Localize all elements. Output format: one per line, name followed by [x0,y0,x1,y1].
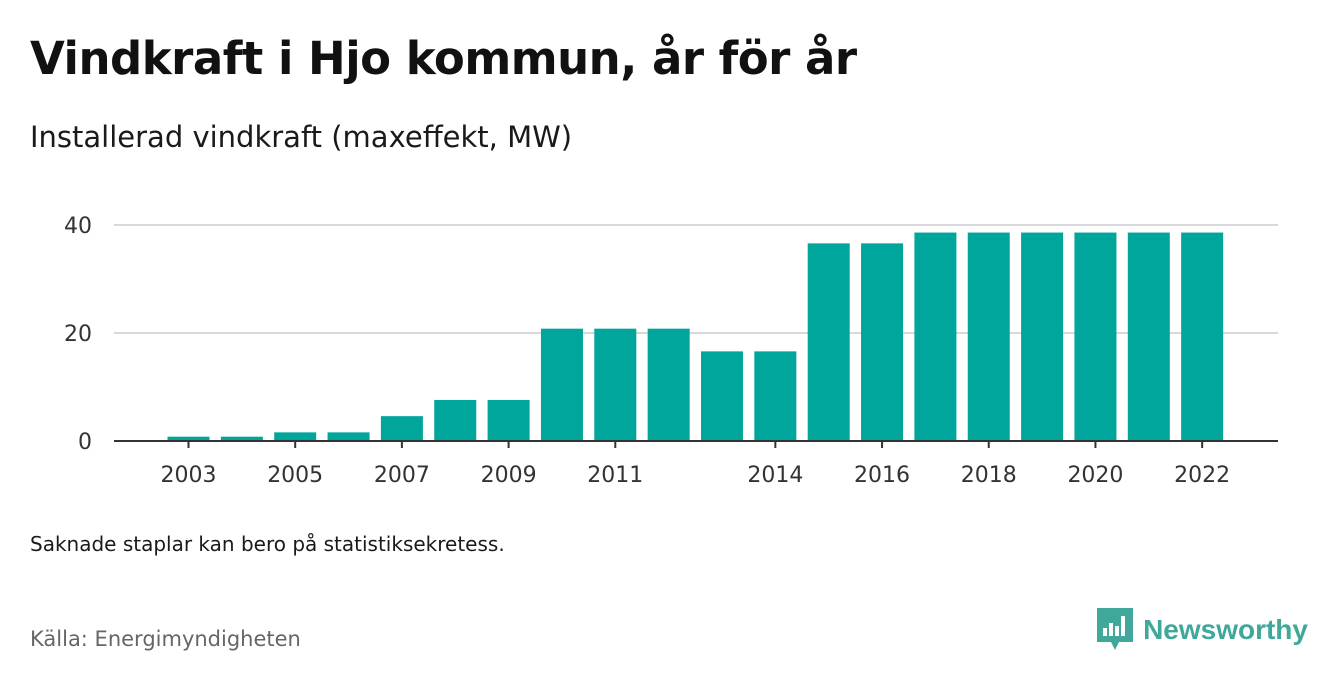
bar-2017 [914,232,957,441]
y-tick-label: 0 [78,430,92,455]
x-tick-label: 2007 [374,463,430,488]
bar-2015 [807,243,850,441]
source-label: Källa: Energimyndigheten [30,627,301,651]
bar-2008 [434,399,477,441]
chart-title: Vindkraft i Hjo kommun, år för år [30,32,857,85]
bar-2012 [647,328,690,441]
bar-2020 [1074,232,1117,441]
x-tick-label: 2016 [854,463,910,488]
bar-2021 [1127,232,1170,441]
x-tick-label: 2005 [267,463,323,488]
bar-2011 [594,328,637,441]
x-tick-label: 2022 [1174,463,1230,488]
newsworthy-chart-icon [1097,608,1134,650]
brand-name: Newsworthy [1143,614,1308,645]
bar-2007 [380,416,423,441]
y-tick-label: 20 [64,322,92,347]
bar-2003 [167,436,210,441]
bar-2016 [861,243,904,441]
bar-2004 [220,436,263,441]
x-tick-label: 2014 [747,463,803,488]
bar-2022 [1181,232,1224,441]
axes: 0 20 40 2003 2005 2007 2009 2011 2014 2016 2018 202… [64,214,1278,488]
bar-2005 [274,432,317,441]
newsworthy-logo: Newsworthy [1097,608,1308,652]
x-tick-label: 2011 [587,463,643,488]
chart-subtitle: Installerad vindkraft (maxeffekt, MW) [30,120,573,154]
x-tick-label: 2009 [481,463,537,488]
bar-chart: 0 20 40 2003 2005 2007 2009 2011 2014 2016 2018 202… [64,214,1278,488]
bar-2013 [701,351,743,441]
missing-bars-note: Saknade staplar kan bero på statistiksek… [30,532,505,556]
bar-2009 [487,399,530,441]
bar-2019 [1021,232,1064,441]
x-tick-label: 2003 [161,463,217,488]
bar-2006 [327,432,370,441]
bars [167,232,1224,441]
x-tick-label: 2020 [1067,463,1123,488]
y-tick-label: 40 [64,214,92,239]
x-tick-label: 2018 [961,463,1017,488]
bar-2010 [540,328,583,441]
bar-2018 [967,232,1010,441]
bar-2014 [754,351,797,441]
